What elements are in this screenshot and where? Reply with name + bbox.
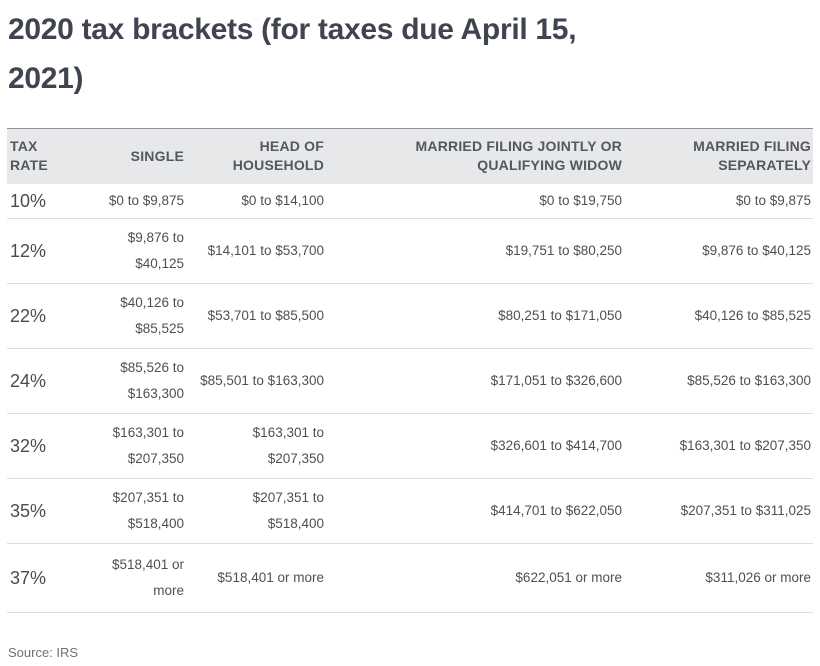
column-header-single: SINGLE <box>57 128 184 184</box>
head-household-cell: $0 to $14,100 <box>241 192 324 208</box>
table-row-10pct: 10% $0 to $9,875 $0 to $14,100 $0 to $19… <box>7 184 813 219</box>
married-joint-cell: $326,601 to $414,700 <box>490 438 622 453</box>
column-header-tax-rate: TAX RATE <box>7 128 57 184</box>
head-household-cell: $163,301 to $207,350 <box>252 425 324 466</box>
rate-cell: 32% <box>10 436 47 456</box>
married-separate-cell: $207,351 to $311,025 <box>680 503 811 518</box>
single-cell: $9,876 to $40,125 <box>127 230 184 271</box>
single-cell: $0 to $9,875 <box>108 192 184 208</box>
rate-cell: 37% <box>10 568 47 588</box>
rate-cell: 22% <box>10 306 47 326</box>
married-separate-cell: $85,526 to $163,300 <box>687 373 811 388</box>
single-cell: $163,301 to $207,350 <box>112 425 184 466</box>
married-joint-cell: $622,051 or more <box>515 570 622 585</box>
married-separate-cell: $311,026 or more <box>705 570 811 585</box>
head-household-cell: $85,501 to $163,300 <box>200 373 324 388</box>
married-joint-cell: $414,701 to $622,050 <box>490 503 622 518</box>
married-joint-cell: $171,051 to $326,600 <box>490 373 622 388</box>
married-separate-cell: $9,876 to $40,125 <box>702 243 811 258</box>
single-cell: $207,351 to $518,400 <box>112 490 184 531</box>
single-cell: $518,401 or more <box>111 557 184 598</box>
table-row-22pct: 22% $40,126 to $85,525 $53,701 to $85,50… <box>7 284 813 349</box>
tax-brackets-table: TAX RATE SINGLE HEAD OF HOUSEHOLD MARRIE… <box>7 128 813 613</box>
page-title: 2020 tax brackets (for taxes due April 1… <box>8 13 577 95</box>
rate-cell: 10% <box>10 190 47 211</box>
married-separate-cell: $40,126 to $85,525 <box>694 308 811 323</box>
table-row-24pct: 24% $85,526 to $163,300 $85,501 to $163,… <box>7 349 813 414</box>
married-separate-cell: $0 to $9,875 <box>735 192 811 208</box>
rate-cell: 24% <box>10 371 47 391</box>
table-row-12pct: 12% $9,876 to $40,125 $14,101 to $53,700… <box>7 219 813 284</box>
single-cell: $85,526 to $163,300 <box>120 360 184 401</box>
head-household-cell: $53,701 to $85,500 <box>207 308 324 323</box>
table-header: TAX RATE SINGLE HEAD OF HOUSEHOLD MARRIE… <box>7 128 813 184</box>
head-household-cell: $14,101 to $53,700 <box>207 243 324 258</box>
table-body: 10% $0 to $9,875 $0 to $14,100 $0 to $19… <box>7 184 813 613</box>
rate-cell: 12% <box>10 241 47 261</box>
married-joint-cell: $80,251 to $171,050 <box>498 308 622 323</box>
column-header-head-of-household: HEAD OF HOUSEHOLD <box>184 128 324 184</box>
column-header-married-separately: MARRIED FILING SEPARATELY <box>622 128 813 184</box>
head-household-cell: $518,401 or more <box>217 570 324 585</box>
married-separate-cell: $163,301 to $207,350 <box>679 438 811 453</box>
source-label: Source: IRS <box>8 645 79 660</box>
table-row-37pct: 37% $518,401 or more $518,401 or more $6… <box>7 544 813 613</box>
single-cell: $40,126 to $85,525 <box>120 295 184 336</box>
header-row: TAX RATE SINGLE HEAD OF HOUSEHOLD MARRIE… <box>7 128 813 184</box>
column-header-married-jointly: MARRIED FILING JOINTLY OR QUALIFYING WID… <box>324 128 622 184</box>
head-household-cell: $207,351 to $518,400 <box>252 490 324 531</box>
table-row-32pct: 32% $163,301 to $207,350 $163,301 to $20… <box>7 414 813 479</box>
married-joint-cell: $19,751 to $80,250 <box>505 243 622 258</box>
married-joint-cell: $0 to $19,750 <box>539 192 622 208</box>
table-row-35pct: 35% $207,351 to $518,400 $207,351 to $51… <box>7 479 813 544</box>
rate-cell: 35% <box>10 501 47 521</box>
